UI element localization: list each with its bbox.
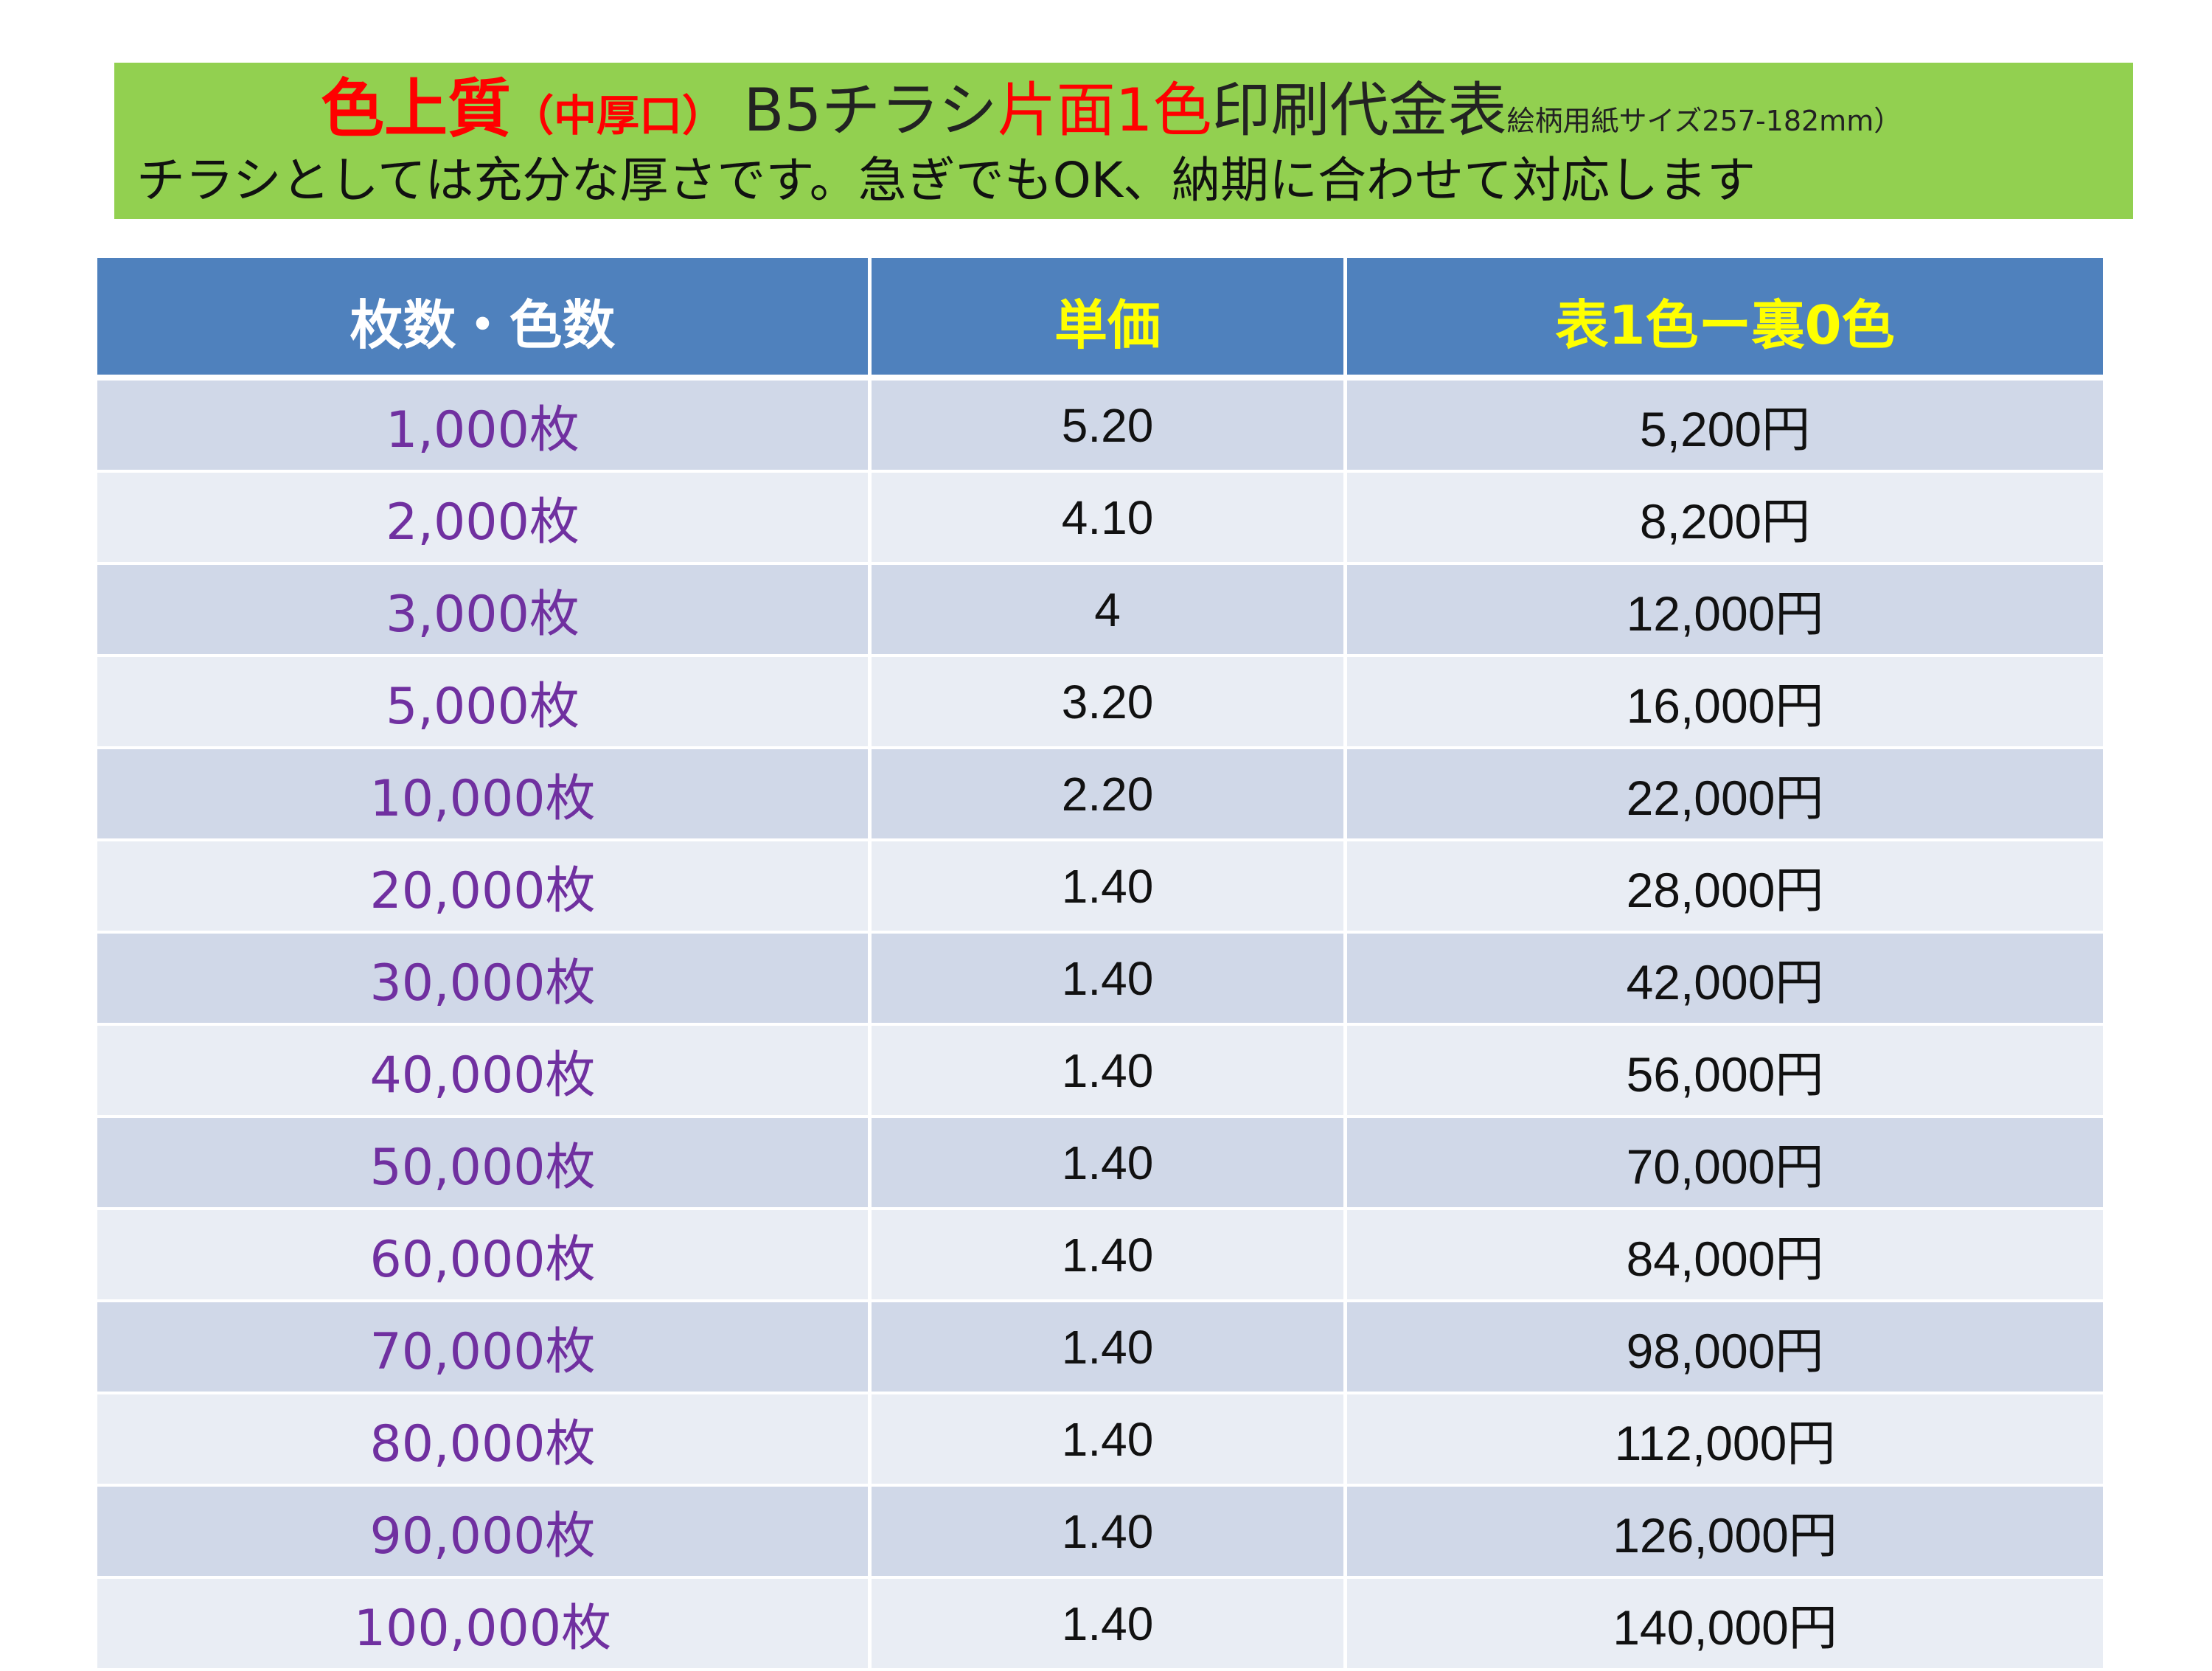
page-title: 色上質（中厚口） B5チラシ片面1色印刷代金表絵柄用紙サイズ257-182mm）: [321, 69, 1902, 150]
quantity-cell: 3,000枚: [97, 565, 868, 654]
total-price-cell: 12,000円: [1347, 565, 2103, 654]
title-banner: 色上質（中厚口） B5チラシ片面1色印刷代金表絵柄用紙サイズ257-182mm）…: [114, 63, 2133, 219]
quantity-cell: 40,000枚: [97, 1026, 868, 1115]
unit-price-cell: 1.40: [872, 1579, 1343, 1668]
unit-price-cell: 1.40: [872, 1118, 1343, 1207]
quantity-cell: 70,000枚: [97, 1302, 868, 1392]
total-price-cell: 8,200円: [1347, 473, 2103, 562]
table-row: 1,000枚 5.20 5,200円: [97, 381, 2103, 470]
table-row: 2,000枚 4.10 8,200円: [97, 473, 2103, 562]
table-row: 30,000枚 1.40 42,000円: [97, 934, 2103, 1023]
total-price-cell: 16,000円: [1347, 657, 2103, 746]
title-print-side: 片面1色: [997, 76, 1212, 145]
unit-price-cell: 5.20: [872, 381, 1343, 470]
table-row: 60,000枚 1.40 84,000円: [97, 1210, 2103, 1299]
total-price-cell: 5,200円: [1347, 381, 2103, 470]
table-row: 40,000枚 1.40 56,000円: [97, 1026, 2103, 1115]
total-price-cell: 28,000円: [1347, 841, 2103, 931]
total-price-cell: 126,000円: [1347, 1487, 2103, 1576]
page-subtitle: チラシとしては充分な厚さです。急ぎでもOK、納期に合わせて対応します: [136, 152, 1756, 209]
unit-price-cell: 1.40: [872, 841, 1343, 931]
quantity-cell: 60,000枚: [97, 1210, 868, 1299]
unit-price-cell: 1.40: [872, 934, 1343, 1023]
title-product: B5チラシ: [725, 76, 998, 145]
unit-price-cell: 3.20: [872, 657, 1343, 746]
total-price-cell: 140,000円: [1347, 1579, 2103, 1668]
quantity-cell: 10,000枚: [97, 749, 868, 838]
quantity-cell: 5,000枚: [97, 657, 868, 746]
title-paper-size: 絵柄用紙サイズ257-182mm）: [1506, 105, 1902, 137]
unit-price-cell: 2.20: [872, 749, 1343, 838]
total-price-cell: 84,000円: [1347, 1210, 2103, 1299]
total-price-cell: 42,000円: [1347, 934, 2103, 1023]
total-price-cell: 98,000円: [1347, 1302, 2103, 1392]
price-table: 枚数・色数 単価 表1色ー裏0色 1,000枚 5.20 5,200円 2,000枚 4…: [97, 258, 2103, 1671]
table-row: 10,000枚 2.20 22,000円: [97, 749, 2103, 838]
table-row: 50,000枚 1.40 70,000円: [97, 1118, 2103, 1207]
total-price-cell: 56,000円: [1347, 1026, 2103, 1115]
table-row: 100,000枚 1.40 140,000円: [97, 1579, 2103, 1668]
unit-price-cell: 1.40: [872, 1302, 1343, 1392]
unit-price-cell: 1.40: [872, 1210, 1343, 1299]
header-unit-price: 単価: [872, 258, 1343, 375]
total-price-cell: 112,000円: [1347, 1394, 2103, 1484]
total-price-cell: 70,000円: [1347, 1118, 2103, 1207]
table-row: 70,000枚 1.40 98,000円: [97, 1302, 2103, 1392]
title-thickness: （中厚口）: [511, 91, 726, 141]
table-row: 80,000枚 1.40 112,000円: [97, 1394, 2103, 1484]
header-quantity: 枚数・色数: [97, 258, 868, 375]
table-row: 20,000枚 1.40 28,000円: [97, 841, 2103, 931]
quantity-cell: 90,000枚: [97, 1487, 868, 1576]
quantity-cell: 30,000枚: [97, 934, 868, 1023]
unit-price-cell: 1.40: [872, 1487, 1343, 1576]
total-price-cell: 22,000円: [1347, 749, 2103, 838]
quantity-cell: 100,000枚: [97, 1579, 868, 1668]
quantity-cell: 2,000枚: [97, 473, 868, 562]
unit-price-cell: 1.40: [872, 1026, 1343, 1115]
table-row: 90,000枚 1.40 126,000円: [97, 1487, 2103, 1576]
header-total-price: 表1色ー裏0色: [1347, 258, 2103, 375]
quantity-cell: 20,000枚: [97, 841, 868, 931]
quantity-cell: 80,000枚: [97, 1394, 868, 1484]
table-header-row: 枚数・色数 単価 表1色ー裏0色: [97, 258, 2103, 375]
quantity-cell: 1,000枚: [97, 381, 868, 470]
table-row: 5,000枚 3.20 16,000円: [97, 657, 2103, 746]
title-price-list: 印刷代金表: [1211, 76, 1507, 145]
unit-price-cell: 1.40: [872, 1394, 1343, 1484]
unit-price-cell: 4.10: [872, 473, 1343, 562]
unit-price-cell: 4: [872, 565, 1343, 654]
table-row: 3,000枚 4 12,000円: [97, 565, 2103, 654]
quantity-cell: 50,000枚: [97, 1118, 868, 1207]
title-paper-type: 色上質: [321, 72, 511, 146]
